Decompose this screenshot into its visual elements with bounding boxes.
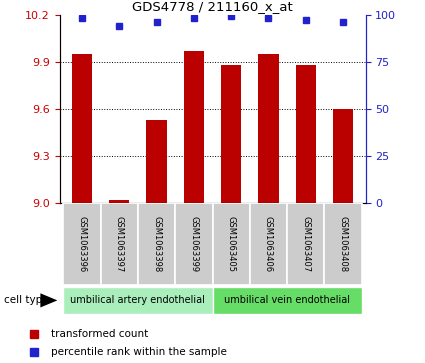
Text: GSM1063405: GSM1063405 bbox=[227, 216, 235, 272]
Bar bbox=[212, 287, 362, 314]
Bar bbox=[63, 287, 212, 314]
Text: GSM1063408: GSM1063408 bbox=[339, 216, 348, 272]
Title: GDS4778 / 211160_x_at: GDS4778 / 211160_x_at bbox=[132, 0, 293, 13]
Text: umbilical artery endothelial: umbilical artery endothelial bbox=[71, 295, 205, 305]
Bar bbox=[175, 203, 212, 285]
Bar bbox=[101, 203, 138, 285]
Bar bbox=[287, 203, 324, 285]
Bar bbox=[138, 203, 175, 285]
Bar bbox=[146, 120, 167, 203]
Bar bbox=[184, 51, 204, 203]
Polygon shape bbox=[40, 293, 57, 307]
Bar bbox=[333, 109, 353, 203]
Bar bbox=[72, 54, 92, 203]
Text: GSM1063396: GSM1063396 bbox=[77, 216, 86, 272]
Text: GSM1063407: GSM1063407 bbox=[301, 216, 310, 272]
Text: GSM1063399: GSM1063399 bbox=[190, 216, 198, 272]
Bar bbox=[63, 203, 101, 285]
Bar bbox=[250, 203, 287, 285]
Text: GSM1063398: GSM1063398 bbox=[152, 216, 161, 272]
Text: umbilical vein endothelial: umbilical vein endothelial bbox=[224, 295, 350, 305]
Bar bbox=[212, 203, 250, 285]
Text: GSM1063397: GSM1063397 bbox=[115, 216, 124, 272]
Text: cell type: cell type bbox=[4, 295, 49, 305]
Bar bbox=[295, 65, 316, 203]
Text: GSM1063406: GSM1063406 bbox=[264, 216, 273, 272]
Bar bbox=[258, 54, 279, 203]
Text: percentile rank within the sample: percentile rank within the sample bbox=[51, 347, 227, 357]
Text: transformed count: transformed count bbox=[51, 329, 148, 339]
Bar bbox=[324, 203, 362, 285]
Bar bbox=[109, 200, 130, 203]
Bar bbox=[221, 65, 241, 203]
